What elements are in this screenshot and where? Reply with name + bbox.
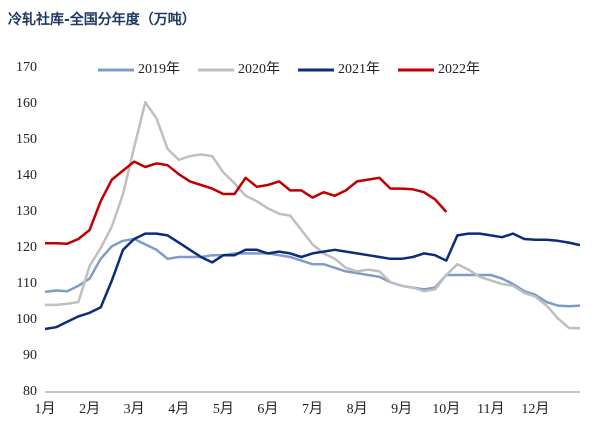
y-tick-label: 110 (17, 276, 37, 291)
y-tick-label: 90 (23, 348, 37, 363)
y-tick-label: 130 (16, 204, 37, 219)
legend-label: 2021年 (338, 61, 380, 77)
legend-label: 2019年 (138, 61, 180, 77)
legend-label: 2020年 (238, 61, 280, 77)
x-tick-label: 6月 (257, 401, 278, 417)
y-tick-label: 120 (16, 240, 37, 255)
x-tick-label: 10月 (432, 401, 460, 417)
x-tick-label: 2月 (79, 401, 100, 417)
legend-label: 2022年 (438, 61, 480, 77)
y-tick-label: 150 (16, 132, 37, 147)
x-tick-label: 5月 (213, 401, 234, 417)
x-tick-label: 1月 (35, 401, 56, 417)
y-tick-label: 80 (23, 384, 37, 399)
y-tick-label: 100 (16, 312, 37, 327)
series-line (45, 160, 448, 245)
x-tick-label: 12月 (521, 401, 549, 417)
x-tick-label: 8月 (347, 401, 368, 417)
y-tick-label: 170 (16, 60, 37, 75)
series-line (44, 232, 581, 331)
x-tick-label: 9月 (391, 401, 412, 417)
series-line (45, 100, 581, 330)
y-tick-label: 140 (16, 168, 37, 183)
x-tick-label: 4月 (168, 401, 189, 417)
y-tick-label: 160 (16, 96, 37, 111)
x-tick-label: 7月 (302, 401, 323, 417)
chart-title: 冷轧社库-全国分年度（万吨） (8, 11, 196, 28)
x-tick-label: 11月 (477, 401, 504, 417)
x-tick-label: 3月 (124, 401, 145, 417)
